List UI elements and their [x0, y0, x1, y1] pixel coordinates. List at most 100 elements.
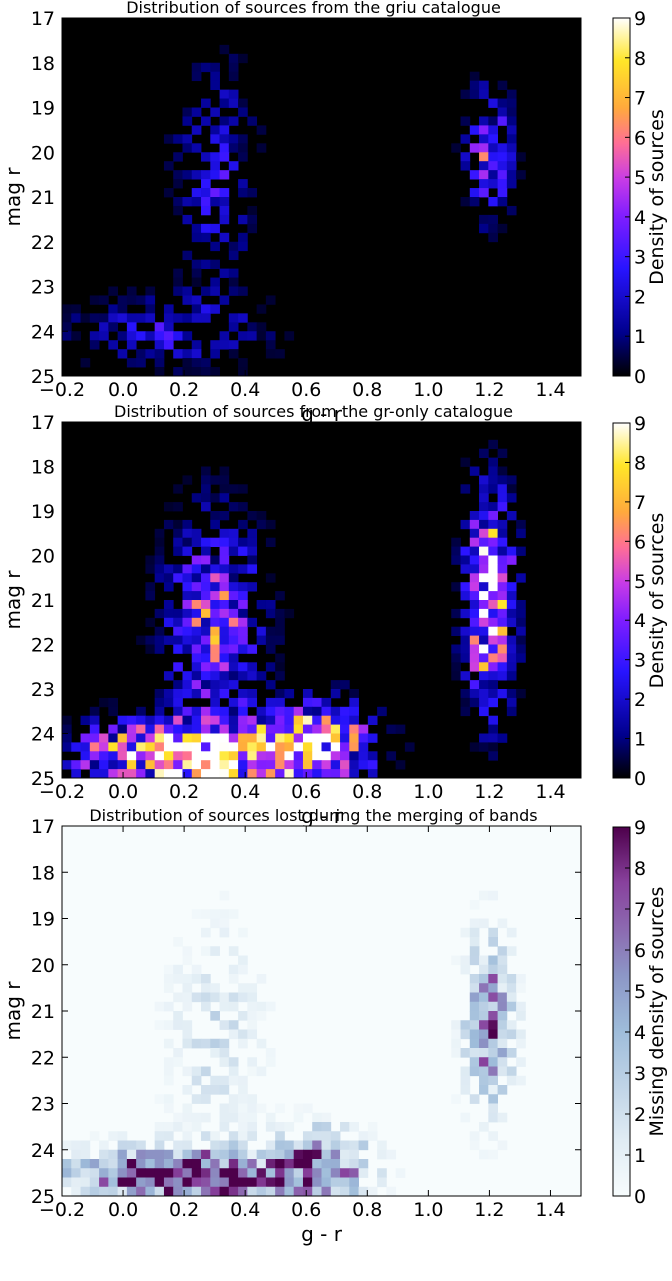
heatmap-cell: [479, 519, 489, 530]
y-tick-label: 17: [31, 8, 55, 30]
heatmap-cell: [488, 983, 498, 993]
heatmap-cell: [275, 751, 285, 761]
colorbar-tick-label: 5: [634, 981, 646, 1003]
heatmap-cell: [238, 697, 248, 708]
heatmap-cell: [71, 769, 81, 779]
heatmap-cell: [488, 591, 498, 601]
heatmap-cell: [62, 1177, 72, 1188]
heatmap-cell: [219, 617, 230, 628]
heatmap-cell: [191, 340, 202, 350]
heatmap-cell: [451, 555, 461, 565]
heatmap-cell: [80, 1149, 91, 1160]
heatmap-cell: [62, 1159, 72, 1169]
heatmap-cell: [191, 644, 202, 654]
heatmap-cell: [163, 608, 174, 619]
heatmap-cell: [163, 582, 174, 592]
heatmap-cell: [367, 1131, 378, 1141]
heatmap-cell: [451, 546, 461, 556]
x-tick-label: 1.4: [535, 379, 565, 401]
heatmap-cell: [89, 733, 100, 743]
heatmap-cell: [488, 1057, 498, 1067]
heatmap-cell: [497, 1066, 508, 1077]
heatmap-cell: [451, 608, 461, 619]
heatmap-cell: [89, 1168, 100, 1178]
heatmap-cell: [219, 89, 230, 99]
heatmap-cell: [488, 955, 498, 966]
heatmap-cell: [210, 125, 220, 135]
heatmap-cell: [358, 1186, 369, 1197]
heatmap-cell: [469, 80, 480, 90]
heatmap-cell: [191, 232, 202, 243]
heatmap-cell: [469, 927, 480, 938]
heatmap-cell: [163, 724, 174, 734]
heatmap-cell: [191, 537, 202, 547]
heatmap-cell: [497, 546, 508, 556]
heatmap-cell: [302, 1103, 313, 1114]
heatmap-cell: [330, 1177, 341, 1188]
heatmap-cell: [89, 760, 100, 770]
heatmap-cell: [201, 367, 211, 377]
heatmap-cell: [154, 528, 165, 539]
colorbar-gradient: [612, 826, 631, 1197]
heatmap-cell: [293, 1112, 304, 1123]
heatmap-cell: [136, 742, 146, 752]
x-tick-label: 1.2: [474, 781, 504, 803]
heatmap-cell: [247, 644, 258, 654]
heatmap-cell: [182, 1112, 193, 1123]
heatmap-cell: [219, 98, 230, 108]
heatmap-cell: [173, 964, 183, 975]
heatmap-cell: [479, 680, 489, 690]
heatmap-cell: [182, 680, 193, 690]
heatmap-cell: [99, 742, 109, 752]
y-tick-label: 23: [31, 1094, 55, 1116]
heatmap-cell: [497, 635, 508, 645]
heatmap-cell: [210, 1075, 220, 1086]
heatmap-cell: [247, 760, 258, 770]
heatmap-cell: [247, 617, 258, 628]
heatmap-cell: [163, 573, 174, 583]
heatmap-cell: [228, 1029, 239, 1040]
heatmap-cell: [163, 564, 174, 574]
y-axis-label: mag r: [1, 570, 25, 630]
heatmap-cell: [451, 955, 461, 966]
heatmap-cell: [516, 1029, 526, 1040]
heatmap-cell: [80, 1140, 91, 1151]
heatmap-cell: [201, 751, 211, 761]
heatmap-cell: [228, 71, 239, 82]
heatmap-cell: [191, 653, 202, 663]
heatmap-cell: [238, 1168, 248, 1178]
heatmap-cell: [497, 80, 508, 90]
heatmap-cell: [191, 964, 202, 975]
heatmap-cell: [117, 715, 128, 725]
heatmap-cell: [163, 760, 174, 770]
heatmap-cell: [479, 475, 489, 485]
heatmap-cell: [163, 1057, 174, 1067]
heatmap-cell: [191, 591, 202, 601]
heatmap-cell: [219, 706, 230, 717]
heatmap-cell: [191, 143, 202, 153]
heatmap-cell: [460, 706, 471, 717]
heatmap-cell: [516, 608, 526, 619]
heatmap-cell: [247, 689, 258, 699]
heatmap-cell: [238, 519, 248, 530]
heatmap-cell: [358, 751, 369, 761]
heatmap-cell: [506, 653, 517, 663]
heatmap-cell: [293, 715, 304, 725]
heatmap-cell: [182, 528, 193, 539]
heatmap-cell: [89, 715, 100, 725]
heatmap-cell: [469, 918, 480, 929]
heatmap-cell: [275, 1159, 285, 1169]
heatmap-cell: [219, 546, 230, 556]
heatmap-cell: [506, 89, 517, 99]
heatmap-cell: [201, 715, 211, 725]
y-tick-label: 18: [31, 53, 55, 75]
heatmap-cell: [210, 519, 220, 530]
heatmap-cell: [173, 1112, 183, 1123]
heatmap-cell: [228, 143, 239, 153]
panel-3: −0.2 0.0 0.2 0.4 0.6 0.8 1.0 1.2 1.4g - r1718192…: [1, 806, 668, 1246]
y-tick-label: 22: [31, 1047, 55, 1069]
heatmap-cell: [460, 1048, 471, 1058]
heatmap-cell: [312, 1140, 322, 1151]
heatmap-cell: [210, 769, 220, 779]
heatmap-cell: [219, 188, 230, 198]
